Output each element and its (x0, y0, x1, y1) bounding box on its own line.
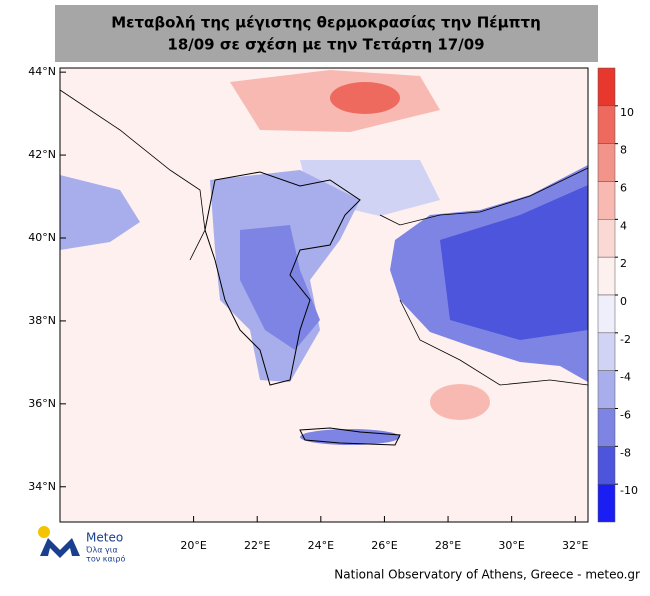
colorbar-box (597, 332, 616, 371)
colorbar-box (597, 408, 616, 447)
title-line: Μεταβολή της μέγιστης θερμοκρασίας την Π… (111, 14, 541, 32)
lon-tick-label: 32°E (562, 539, 588, 552)
coastline (299, 427, 401, 446)
lon-tick-label: 30°E (498, 539, 524, 552)
colorbar-label: 10 (620, 106, 634, 119)
footer-credit: National Observatory of Athens, Greece -… (334, 568, 640, 582)
lat-tick-label: 36°N (28, 397, 56, 410)
warm-area (330, 82, 400, 114)
cool-area (300, 429, 400, 445)
logo-sun (38, 526, 50, 538)
colorbar-box (597, 446, 616, 485)
logo-tagline: Όλα για (85, 545, 118, 555)
colorbar-label: 2 (620, 257, 627, 270)
lon-tick-label: 26°E (371, 539, 397, 552)
colorbar-box (597, 181, 616, 220)
lon-axis: 20°E 22°E 24°E 26°E 28°E 30°E 32°E (180, 516, 589, 552)
cool-area (440, 185, 588, 340)
colorbar-label: 6 (620, 182, 627, 195)
lat-tick-label: 40°N (28, 231, 56, 244)
cool-area (60, 175, 140, 250)
colorbar-label: -10 (620, 484, 638, 497)
colorbar-label: 4 (620, 219, 627, 232)
lon-tick-label: 20°E (180, 539, 206, 552)
coastline (204, 171, 361, 386)
logo-name: Meteo (86, 531, 123, 545)
lon-tick-label: 28°E (435, 539, 461, 552)
colorbar-label: -4 (620, 371, 631, 384)
logo-tagline: τον καιρό (86, 554, 125, 564)
colorbar-label: 0 (620, 295, 627, 308)
title-line: 18/09 σε σχέση με την Τετάρτη 17/09 (167, 36, 484, 54)
colorbar-label: 8 (620, 144, 627, 157)
lon-tick-label: 24°E (308, 539, 334, 552)
colorbar-box (597, 294, 616, 334)
title-box (55, 5, 598, 62)
lat-tick-label: 38°N (28, 314, 56, 327)
logo-mark (40, 538, 80, 558)
lat-tick-label: 44°N (28, 65, 56, 78)
cool-area (240, 225, 320, 350)
colorbar-box (597, 105, 616, 144)
warm-area (430, 384, 490, 420)
coastline (59, 89, 589, 386)
colorbar-label: -2 (620, 333, 631, 346)
colorbar-label: -8 (620, 446, 631, 459)
colorbar-box (597, 483, 616, 523)
logo: Meteo Όλα για τον καιρό (38, 526, 125, 564)
map (59, 67, 589, 523)
colorbar-box (597, 219, 616, 258)
colorbar-box (597, 67, 616, 107)
lon-tick-label: 22°E (244, 539, 270, 552)
colorbar-box (597, 143, 616, 182)
lat-axis: 44°N 42°N 40°N 38°N 36°N 34°N (28, 65, 66, 493)
colorbar-label: -6 (620, 409, 631, 422)
colorbar-box (597, 370, 616, 409)
map-frame (59, 67, 589, 523)
lat-tick-label: 42°N (28, 148, 56, 161)
colorbar: 10 8 6 4 2 0 -2 -4 -6 -8 -10 (597, 67, 638, 523)
lat-tick-label: 34°N (28, 480, 56, 493)
colorbar-box (597, 256, 616, 296)
